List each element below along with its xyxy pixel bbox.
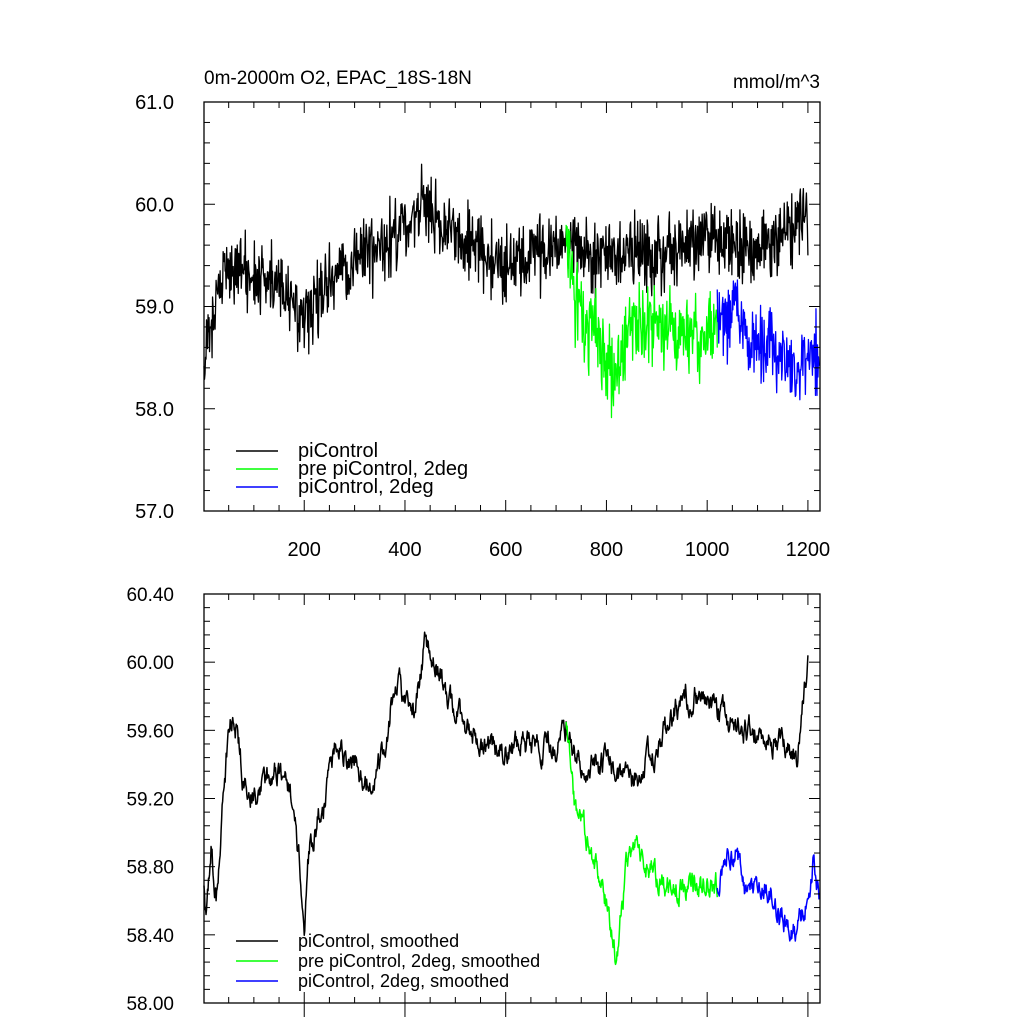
- panel1-series-0: [203, 163, 809, 380]
- panel1-xtick-label: 1200: [786, 539, 831, 561]
- panel1-plot: 200 400 600 800 1000 1200 57.0 58.0 59.0 60.0 61.0…: [135, 92, 830, 561]
- panel2-plot: 58.00 58.40 58.80 59.20 59.60 60.00 60.40 piCon…: [126, 585, 821, 1017]
- panel2-legend-label-1: pre piControl, 2deg, smoothed: [298, 951, 540, 971]
- panel1-title: 0m-2000m O2, EPAC_18S-18N: [204, 68, 472, 89]
- panel2-ytick-label: 59.60: [126, 721, 174, 742]
- panel1-xtick-label: 400: [388, 539, 421, 561]
- panel1-ytick-label: 61.0: [135, 92, 174, 114]
- panel1-ytick-label: 59.0: [135, 297, 174, 319]
- panel1-units: mmol/m^3: [733, 72, 820, 93]
- panel2-ytick-label: 60.40: [126, 585, 174, 606]
- panel2-frame: [203, 593, 821, 1004]
- panel1-legend-label-1: pre piControl, 2deg: [298, 458, 468, 480]
- panel2-series-0: [203, 631, 809, 937]
- panel1-xtick-label: 600: [489, 539, 522, 561]
- panel2-ytick-label: 58.80: [126, 858, 174, 879]
- panel2-ytick-label: 60.00: [126, 653, 174, 674]
- panel1-xtick-label: 800: [590, 539, 623, 561]
- panel1-xtick-label: 1000: [685, 539, 730, 561]
- panel2-ytick-label: 59.20: [126, 790, 174, 811]
- panel1-legend-label-0: piControl: [298, 440, 378, 462]
- panel1-xtick-label: 200: [288, 539, 321, 561]
- panel2-ytick-label: 58.40: [126, 926, 174, 947]
- panel2-series-2: [716, 847, 820, 942]
- panel2-legend-label-0: piControl, smoothed: [298, 931, 459, 951]
- panel2-legend-label-2: piControl, 2deg, smoothed: [298, 971, 509, 991]
- panel1-legend-label-2: piControl, 2deg: [298, 476, 434, 498]
- panel1-series-1: [565, 224, 718, 419]
- panel1-ytick-label: 60.0: [135, 194, 174, 216]
- panel2-ytick-label: 58.00: [126, 994, 174, 1015]
- panel1-ytick-label: 57.0: [135, 501, 174, 523]
- panel1-series-2: [716, 279, 820, 401]
- panel1-ytick-label: 58.0: [135, 399, 174, 421]
- panel2-series-1: [565, 721, 718, 966]
